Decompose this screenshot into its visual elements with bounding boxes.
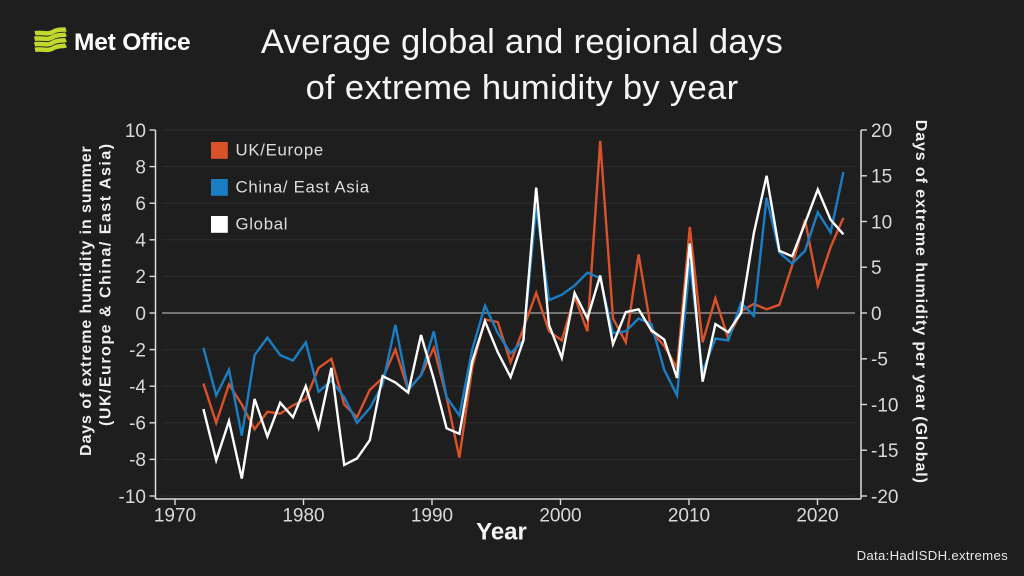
svg-text:8: 8 <box>135 157 146 178</box>
svg-text:2: 2 <box>135 267 146 288</box>
svg-text:2020: 2020 <box>796 506 838 527</box>
svg-text:0: 0 <box>871 304 882 325</box>
svg-text:10: 10 <box>125 121 146 142</box>
svg-text:-20: -20 <box>871 487 898 508</box>
svg-text:1990: 1990 <box>411 506 453 527</box>
svg-text:1970: 1970 <box>154 506 196 527</box>
svg-text:10: 10 <box>871 212 892 233</box>
svg-text:Global: Global <box>236 215 289 234</box>
svg-text:6: 6 <box>135 194 146 215</box>
svg-text:-8: -8 <box>129 450 146 471</box>
svg-text:Days of extreme humidity per y: Days of extreme humidity per year (Globa… <box>912 120 929 484</box>
svg-text:-10: -10 <box>119 487 146 508</box>
svg-text:Days of extreme humidity in su: Days of extreme humidity in summer <box>78 145 95 456</box>
svg-text:Data:HadISDH.extremes: Data:HadISDH.extremes <box>857 548 1009 563</box>
svg-text:4: 4 <box>135 231 146 252</box>
svg-text:Year: Year <box>476 519 527 546</box>
svg-text:5: 5 <box>871 258 882 279</box>
svg-text:0: 0 <box>135 304 146 325</box>
svg-text:-2: -2 <box>129 340 146 361</box>
svg-text:-5: -5 <box>871 350 888 371</box>
svg-text:(UK/Europe & China/ East Asia): (UK/Europe & China/ East Asia) <box>98 142 115 426</box>
svg-text:-15: -15 <box>871 441 898 462</box>
svg-text:China/ East Asia: China/ East Asia <box>236 178 370 197</box>
svg-text:-6: -6 <box>129 414 146 435</box>
svg-text:20: 20 <box>871 121 892 142</box>
svg-text:2000: 2000 <box>539 506 581 527</box>
svg-text:Met Office: Met Office <box>74 29 190 56</box>
svg-text:UK/Europe: UK/Europe <box>236 141 324 160</box>
svg-text:15: 15 <box>871 167 892 188</box>
svg-text:1980: 1980 <box>282 506 324 527</box>
svg-text:-4: -4 <box>129 377 146 398</box>
svg-text:2010: 2010 <box>668 506 710 527</box>
svg-text:-10: -10 <box>871 395 898 416</box>
